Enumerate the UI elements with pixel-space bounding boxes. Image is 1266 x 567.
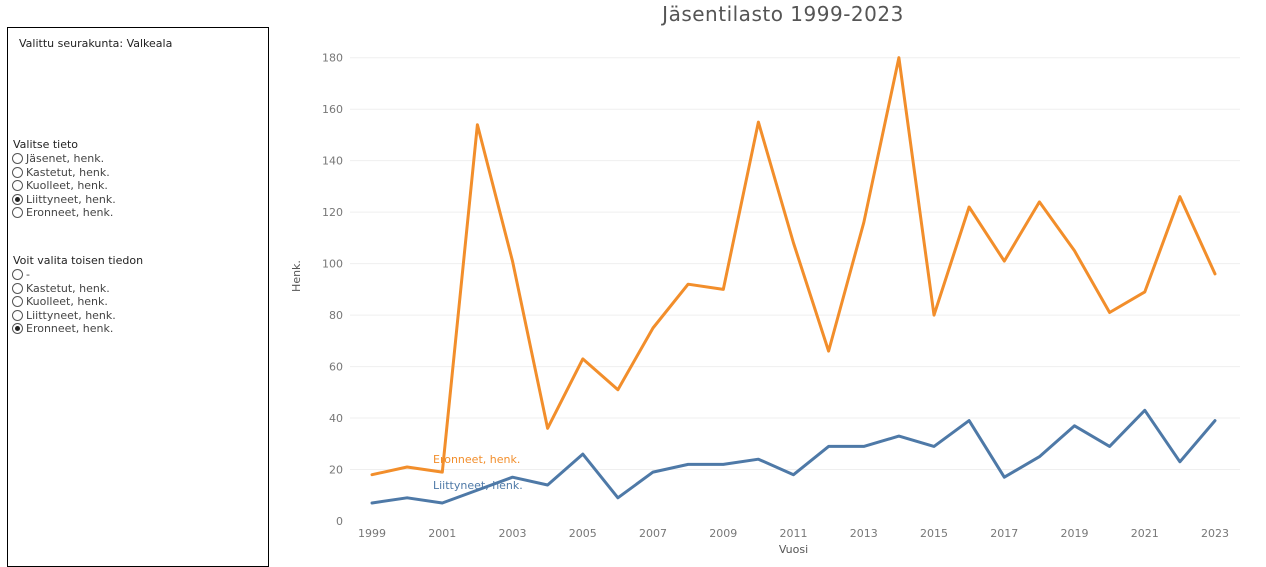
x-tick-label: 2015 xyxy=(920,527,948,540)
option-label: Liittyneet, henk. xyxy=(26,308,116,322)
primary-measure-group: Valitse tieto Jäsenet, henk. Kastetut, h… xyxy=(12,138,116,220)
option-label: Kastetut, henk. xyxy=(26,281,110,295)
x-tick-label: 2001 xyxy=(428,527,456,540)
x-tick-label: 2011 xyxy=(780,527,808,540)
option-label: Kastetut, henk. xyxy=(26,165,110,179)
y-tick-label: 60 xyxy=(329,361,343,374)
series-line xyxy=(370,56,1217,477)
primary-option-eronneet[interactable]: Eronneet, henk. xyxy=(12,206,116,220)
option-label: Kuolleet, henk. xyxy=(26,295,108,309)
x-tick-label: 2021 xyxy=(1131,527,1159,540)
secondary-option-none[interactable]: - xyxy=(12,268,143,282)
radio-icon[interactable] xyxy=(12,153,23,165)
radio-icon[interactable] xyxy=(12,269,23,281)
secondary-measure-title: Voit valita toisen tiedon xyxy=(13,254,144,267)
secondary-option-eronneet[interactable]: Eronneet, henk. xyxy=(12,322,143,336)
y-tick-label: 100 xyxy=(322,258,343,271)
primary-option-jasenet[interactable]: Jäsenet, henk. xyxy=(12,152,116,166)
primary-option-kuolleet[interactable]: Kuolleet, henk. xyxy=(12,179,116,193)
selected-parish-label: Valittu seurakunta: Valkeala xyxy=(19,37,173,50)
series-label: Eronneet, henk. xyxy=(433,453,520,466)
secondary-option-kastetut[interactable]: Kastetut, henk. xyxy=(12,282,143,296)
x-tick-label: 2017 xyxy=(990,527,1018,540)
x-tick-label: 2019 xyxy=(1061,527,1089,540)
primary-measure-title: Valitse tieto xyxy=(13,138,79,151)
radio-icon[interactable] xyxy=(12,207,23,219)
y-tick-label: 140 xyxy=(322,155,343,168)
x-tick-label: 2023 xyxy=(1201,527,1229,540)
x-tick-label: 1999 xyxy=(358,527,386,540)
secondary-option-kuolleet[interactable]: Kuolleet, henk. xyxy=(12,295,143,309)
y-tick-label: 80 xyxy=(329,309,343,322)
option-label: - xyxy=(26,268,30,282)
series-labels: Eronneet, henk. Liittyneet, henk. xyxy=(433,453,523,492)
x-tick-label: 2013 xyxy=(850,527,878,540)
chart-title: Jäsentilasto 1999-2023 xyxy=(662,2,904,26)
series-line xyxy=(370,408,1217,505)
y-tick-label: 0 xyxy=(336,515,343,528)
option-label: Eronneet, henk. xyxy=(26,322,114,336)
x-axis-label: Vuosi xyxy=(779,543,808,556)
option-label: Liittyneet, henk. xyxy=(26,192,116,206)
radio-icon[interactable] xyxy=(12,309,23,321)
option-label: Kuolleet, henk. xyxy=(26,179,108,193)
x-tick-label: 2009 xyxy=(709,527,737,540)
y-axis-label: Henk. xyxy=(290,260,303,292)
primary-option-liittyneet[interactable]: Liittyneet, henk. xyxy=(12,193,116,207)
primary-option-kastetut[interactable]: Kastetut, henk. xyxy=(12,166,116,180)
radio-icon[interactable] xyxy=(12,282,23,294)
radio-icon[interactable] xyxy=(12,180,23,192)
filter-panel: Valittu seurakunta: Valkeala Valitse tie… xyxy=(7,27,269,567)
y-tick-labels: 0 20 40 60 80 100 120 140 160 180 xyxy=(322,52,343,528)
y-tick-label: 20 xyxy=(329,464,343,477)
secondary-option-liittyneet[interactable]: Liittyneet, henk. xyxy=(12,309,143,323)
option-label: Eronneet, henk. xyxy=(26,206,114,220)
radio-icon[interactable] xyxy=(12,323,23,335)
option-label: Jäsenet, henk. xyxy=(26,152,105,166)
secondary-measure-group: Voit valita toisen tiedon - Kastetut, he… xyxy=(12,254,143,336)
y-tick-label: 180 xyxy=(322,52,343,65)
y-tick-label: 120 xyxy=(322,206,343,219)
radio-icon[interactable] xyxy=(12,296,23,308)
x-tick-label: 2007 xyxy=(639,527,667,540)
radio-icon[interactable] xyxy=(12,193,23,205)
x-tick-label: 2003 xyxy=(499,527,527,540)
x-tick-label: 2005 xyxy=(569,527,597,540)
radio-icon[interactable] xyxy=(12,166,23,178)
y-tick-label: 160 xyxy=(322,103,343,116)
x-tick-labels: 1999 2001 2003 2005 2007 2009 2011 2013 2015 2017… xyxy=(358,527,1229,540)
grid-lines xyxy=(350,57,1240,471)
series-lines xyxy=(370,56,1217,505)
y-tick-label: 40 xyxy=(329,412,343,425)
series-label: Liittyneet, henk. xyxy=(433,479,523,492)
